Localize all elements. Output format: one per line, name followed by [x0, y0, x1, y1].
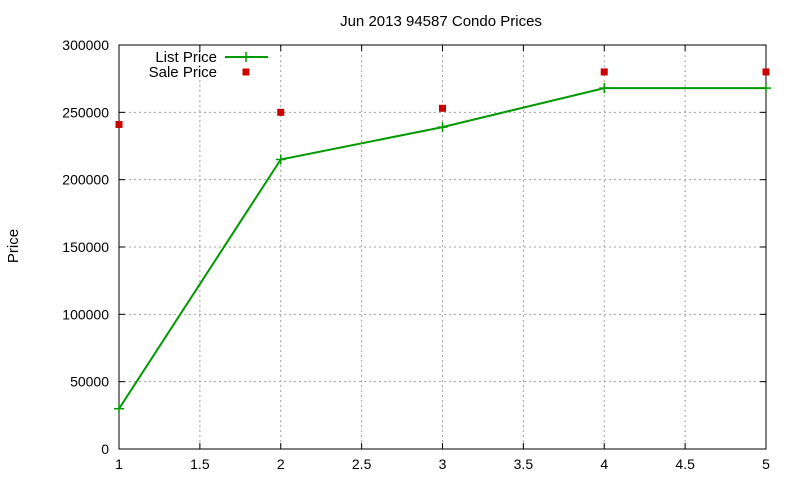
y-tick-label: 250000 — [62, 104, 109, 120]
legend-label: Sale Price — [149, 64, 217, 81]
sale-price-point — [277, 108, 285, 116]
list-price-point — [599, 83, 610, 94]
x-tick-label: 1.5 — [190, 456, 210, 472]
sale-price-point — [439, 104, 446, 112]
y-tick-label: 100000 — [62, 306, 109, 322]
grid-layer — [119, 45, 766, 449]
legend-cross-swatch — [241, 52, 251, 62]
y-tick-label: 150000 — [62, 239, 109, 255]
axes-layer: 1 1.5 2 2.5 3 3.5 4 4.5 5 0 50000 100000 150000 20000… — [62, 37, 770, 472]
x-tick-label: 4.5 — [675, 456, 695, 472]
x-tick-label: 2.5 — [352, 456, 372, 472]
x-tick-label: 1 — [115, 456, 123, 472]
x-tick-label: 3 — [439, 456, 447, 472]
sale-price-point — [600, 68, 608, 76]
chart-title: Jun 2013 94587 Condo Prices — [340, 13, 542, 30]
legend-label: List Price — [155, 49, 217, 66]
sale-price-point — [762, 68, 770, 76]
y-tick-label: 200000 — [62, 172, 109, 188]
x-tick-label: 4 — [600, 456, 608, 472]
y-axis-label: Price — [5, 229, 22, 263]
x-tick-label: 5 — [762, 456, 770, 472]
list-price-point — [437, 122, 448, 133]
series-layer — [114, 68, 771, 414]
list-price-point — [114, 403, 124, 414]
list-price-point — [275, 154, 286, 165]
y-tick-label: 300000 — [62, 37, 109, 53]
y-tick-label: 50000 — [70, 374, 109, 390]
legend-square-swatch — [242, 68, 250, 76]
series-list-price — [114, 83, 771, 414]
sale-price-point — [115, 120, 123, 128]
list-price-point — [761, 83, 771, 94]
x-tick-label: 2 — [277, 456, 285, 472]
x-tick-label: 3.5 — [514, 456, 534, 472]
series-sale-price — [115, 68, 770, 128]
y-tick-label: 0 — [101, 441, 109, 457]
